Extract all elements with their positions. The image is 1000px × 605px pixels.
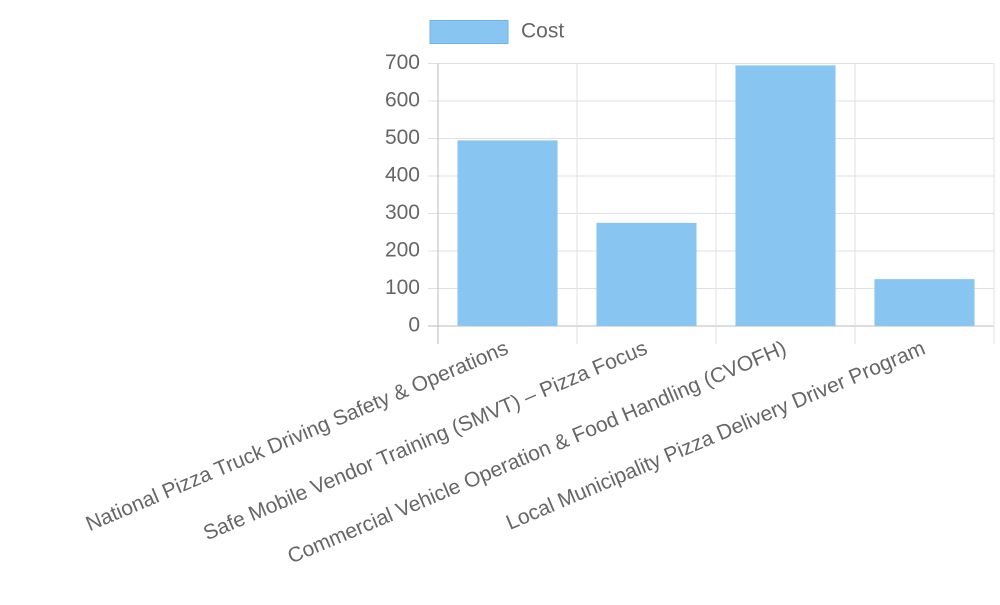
bar <box>735 65 836 326</box>
y-tick-label: 400 <box>385 164 420 187</box>
y-tick-label: 0 <box>408 314 420 337</box>
y-tick-label: 300 <box>385 201 420 224</box>
bar <box>874 279 975 326</box>
legend-swatch <box>429 20 509 44</box>
bar <box>596 222 697 326</box>
y-tick-label: 100 <box>385 276 420 299</box>
y-tick-label: 700 <box>385 51 420 74</box>
legend-label: Cost <box>521 20 564 43</box>
y-tick-label: 500 <box>385 126 420 149</box>
y-tick-label: 200 <box>385 239 420 262</box>
x-tick-label: Commercial Vehicle Operation & Food Hand… <box>284 337 789 569</box>
y-tick-label: 600 <box>385 89 420 112</box>
bar <box>457 140 558 326</box>
